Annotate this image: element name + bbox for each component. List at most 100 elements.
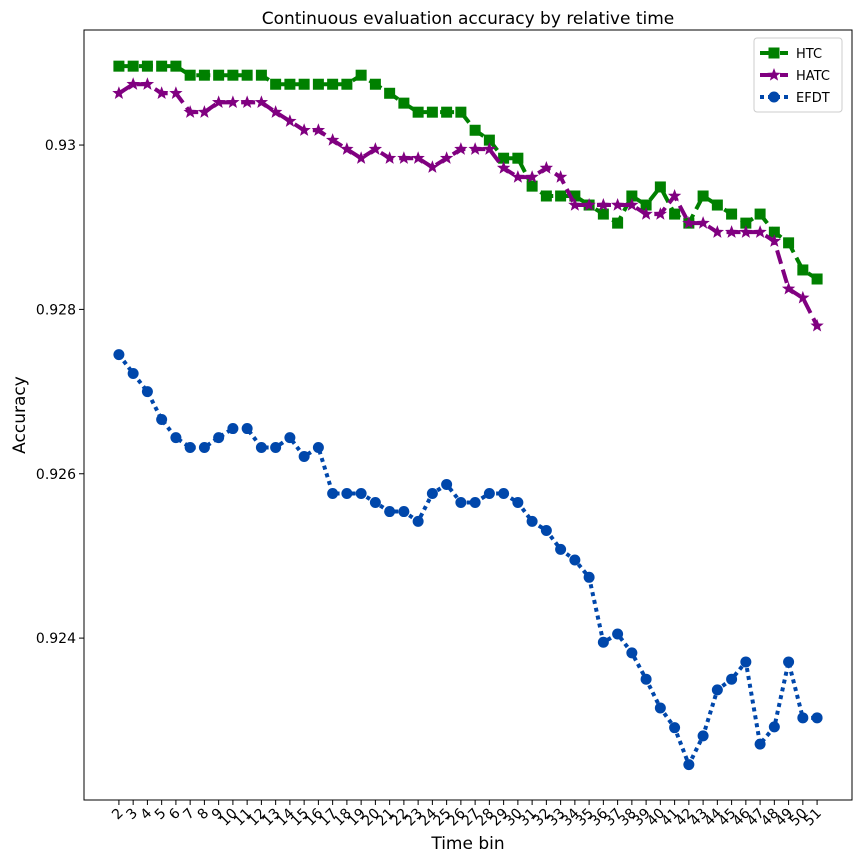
marker: [711, 199, 723, 211]
marker: [569, 190, 581, 202]
marker: [184, 441, 196, 453]
marker: [127, 60, 139, 72]
marker: [654, 181, 666, 193]
marker: [126, 77, 140, 90]
marker: [669, 722, 681, 734]
marker: [354, 151, 368, 164]
marker: [439, 151, 454, 164]
marker: [355, 69, 367, 81]
marker: [626, 647, 638, 659]
marker: [211, 95, 226, 108]
legend-marker: [768, 91, 780, 103]
marker: [283, 114, 297, 127]
marker: [512, 497, 524, 509]
marker: [711, 684, 723, 696]
marker: [540, 190, 552, 202]
plot-frame: [83, 29, 853, 801]
marker: [482, 142, 497, 155]
marker: [411, 151, 425, 164]
legend: HTC HATC EFDT: [753, 37, 843, 113]
marker: [469, 497, 481, 509]
marker: [226, 95, 240, 108]
marker: [241, 69, 253, 81]
y-tick-label: 0.928: [36, 302, 76, 318]
marker: [284, 78, 296, 90]
x-axis-label: Time bin: [430, 834, 504, 854]
marker: [597, 208, 609, 220]
marker: [340, 142, 354, 155]
marker: [213, 69, 225, 81]
legend-marker: [768, 47, 780, 59]
marker: [327, 78, 339, 90]
marker: [268, 105, 283, 118]
marker: [811, 273, 823, 285]
legend-label: EFDT: [796, 91, 830, 106]
marker: [810, 318, 824, 332]
marker: [640, 199, 652, 211]
marker: [311, 123, 326, 136]
marker: [155, 86, 169, 99]
marker: [454, 142, 468, 155]
marker: [483, 134, 495, 146]
marker: [469, 124, 481, 136]
marker: [241, 423, 253, 435]
marker: [141, 60, 153, 72]
marker: [498, 152, 510, 164]
marker: [270, 441, 282, 453]
marker: [568, 198, 582, 211]
marker: [768, 721, 780, 733]
marker: [526, 515, 538, 527]
marker: [455, 106, 467, 118]
marker: [113, 60, 125, 72]
marker: [369, 497, 381, 509]
y-axis-label: Accuracy: [10, 376, 30, 454]
marker: [683, 759, 695, 771]
marker: [327, 487, 339, 499]
marker: [284, 432, 296, 444]
marker: [639, 207, 653, 220]
marker: [625, 198, 639, 211]
marker: [270, 78, 282, 90]
marker: [682, 216, 696, 229]
legend-label: HTC: [796, 47, 822, 62]
marker: [156, 60, 168, 72]
marker: [783, 656, 795, 668]
y-tick-label: 0.93: [45, 138, 76, 154]
marker: [170, 60, 182, 72]
marker: [797, 264, 809, 276]
marker: [255, 69, 267, 81]
marker: [767, 234, 781, 247]
marker: [398, 506, 410, 518]
marker: [198, 441, 210, 453]
marker: [426, 106, 438, 118]
marker: [512, 152, 524, 164]
marker: [539, 161, 554, 174]
marker: [626, 190, 638, 202]
marker: [169, 86, 183, 99]
legend-marker: [767, 68, 781, 81]
marker: [612, 217, 624, 229]
marker: [525, 170, 539, 183]
marker: [781, 281, 796, 295]
marker: [612, 628, 624, 640]
marker: [796, 290, 810, 304]
marker: [754, 208, 766, 220]
marker: [425, 160, 440, 173]
marker: [170, 432, 182, 444]
marker: [184, 69, 196, 81]
marker: [398, 97, 410, 109]
marker: [441, 478, 453, 490]
marker: [325, 133, 340, 146]
marker: [341, 78, 353, 90]
marker: [754, 738, 766, 750]
marker: [724, 225, 739, 238]
marker: [526, 180, 538, 192]
y-tick-label: 0.924: [36, 631, 76, 647]
marker: [555, 543, 567, 555]
marker: [240, 95, 254, 108]
marker: [355, 487, 367, 499]
marker: [297, 123, 311, 136]
marker: [397, 151, 411, 164]
